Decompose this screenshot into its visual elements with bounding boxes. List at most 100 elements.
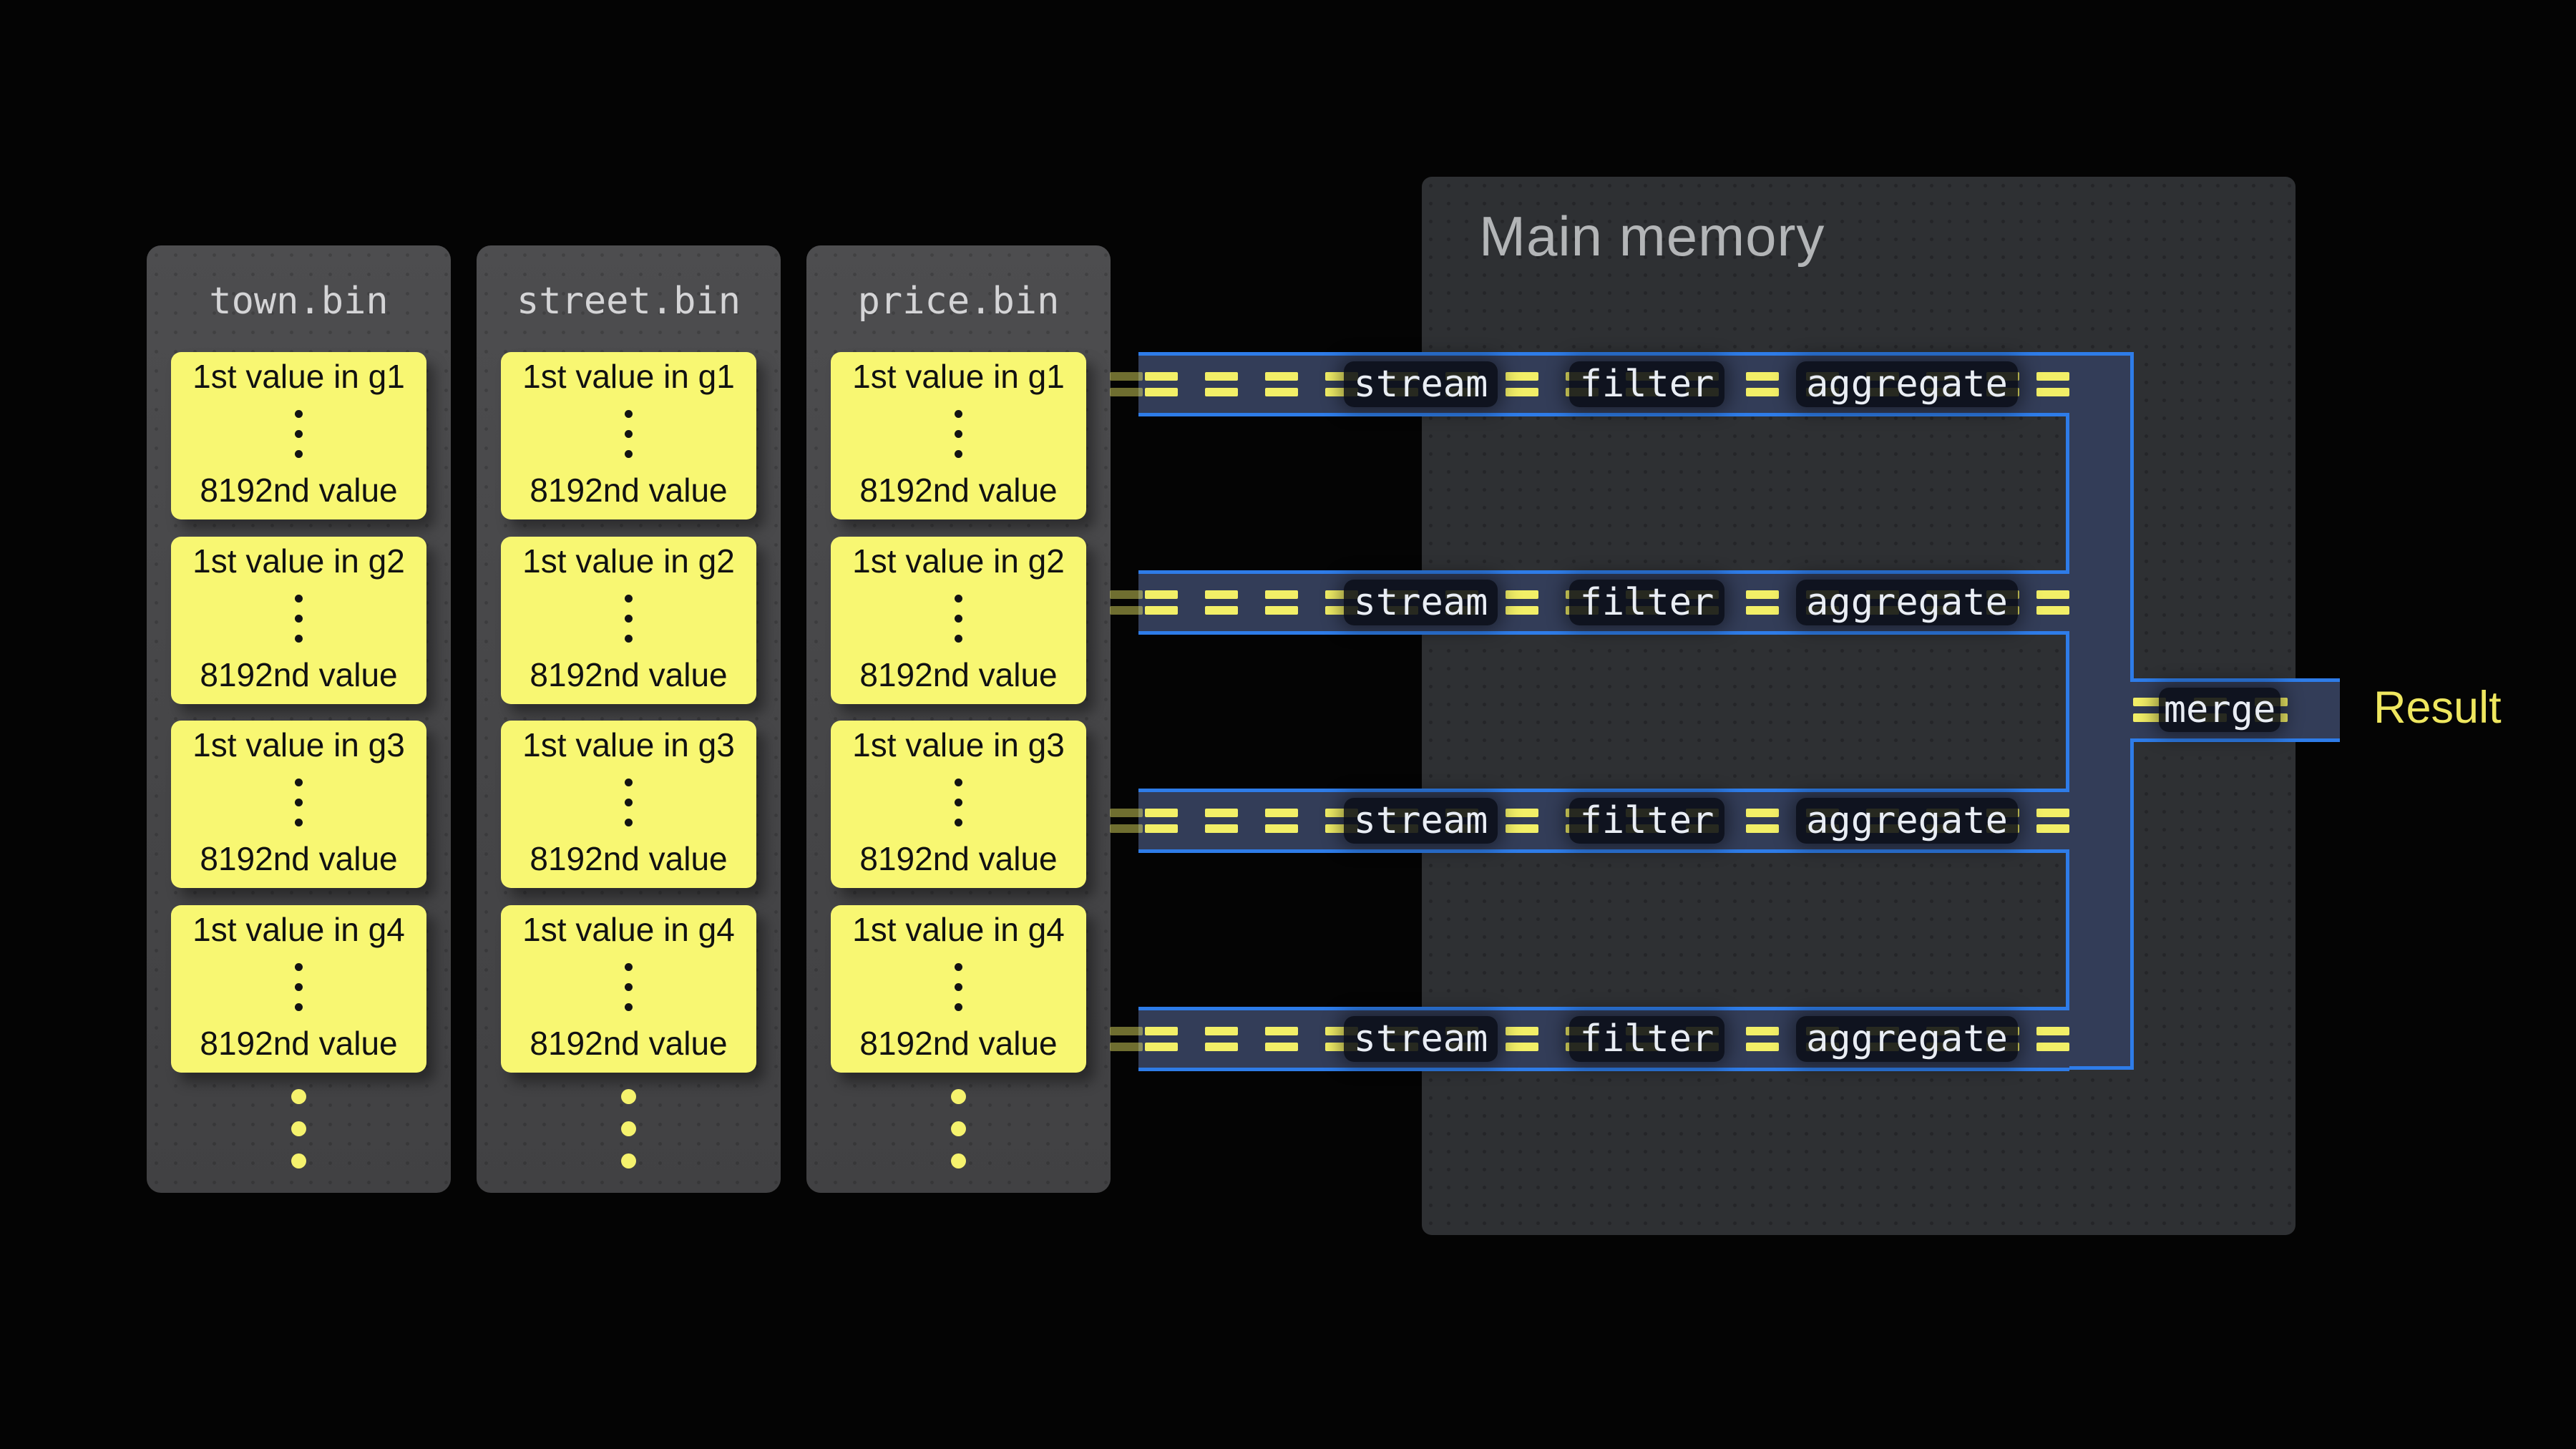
group-first-value: 1st value in g4 xyxy=(852,911,1065,948)
ellipsis-dot-icon xyxy=(295,449,303,458)
ellipsis-dot-icon xyxy=(955,778,962,786)
group-last-value: 8192nd value xyxy=(200,1025,398,1063)
ellipsis-dot-icon xyxy=(625,409,633,418)
equals-mark-icon xyxy=(2133,698,2166,722)
group-last-value: 8192nd value xyxy=(530,840,728,878)
equals-mark-icon xyxy=(1746,809,1779,833)
equals-mark-icon xyxy=(1746,372,1779,396)
ellipsis-dot-icon xyxy=(291,1121,306,1136)
file-card: price.bin 1st value in g1 8192nd value 1… xyxy=(806,245,1111,1193)
ellipsis-dot-icon xyxy=(621,1153,636,1169)
ellipsis-dot-icon xyxy=(955,409,962,418)
group-first-value: 1st value in g4 xyxy=(522,911,735,948)
merge-band: merge xyxy=(2130,678,2340,742)
ellipsis-dot-icon xyxy=(295,798,303,806)
equals-mark-icon xyxy=(1265,372,1298,396)
ellipsis-dot-icon xyxy=(625,594,633,602)
merge-op-box: merge xyxy=(2159,688,2280,732)
ellipsis-dot-icon xyxy=(625,429,633,438)
file-name: price.bin xyxy=(857,280,1060,323)
ellipsis-dot-icon xyxy=(291,1153,306,1169)
trunk-border-segment xyxy=(2066,853,2069,1007)
equals-mark-icon xyxy=(1205,590,1238,615)
group-last-value: 8192nd value xyxy=(859,840,1058,878)
values-ellipsis-icon xyxy=(955,778,962,826)
filter-op-label: filter xyxy=(1579,581,1714,624)
pipeline-stream-band: stream filter aggregate xyxy=(1110,1007,2069,1071)
filter-op-label: filter xyxy=(1579,363,1714,406)
stream-op-box: stream xyxy=(1344,361,1498,407)
values-ellipsis-icon xyxy=(625,409,633,458)
equals-mark-icon xyxy=(1506,372,1538,396)
ellipsis-dot-icon xyxy=(295,634,303,643)
equals-mark-icon xyxy=(1205,1027,1238,1051)
value-group-cell: 1st value in g2 8192nd value xyxy=(831,537,1086,704)
more-groups-ellipsis-icon xyxy=(477,1089,781,1169)
trunk-border-segment xyxy=(2066,416,2069,570)
group-first-value: 1st value in g2 xyxy=(522,542,735,580)
pipeline-stream-band: stream filter aggregate xyxy=(1110,352,2069,416)
values-ellipsis-icon xyxy=(295,409,303,458)
group-first-value: 1st value in g4 xyxy=(192,911,405,948)
ellipsis-dot-icon xyxy=(955,818,962,826)
equals-mark-icon xyxy=(1145,809,1178,833)
group-first-value: 1st value in g2 xyxy=(192,542,405,580)
aggregate-op-label: aggregate xyxy=(1806,363,2008,406)
value-group-cell: 1st value in g2 8192nd value xyxy=(501,537,756,704)
group-last-value: 8192nd value xyxy=(200,472,398,509)
more-groups-ellipsis-icon xyxy=(806,1089,1111,1169)
equals-mark-icon xyxy=(1145,372,1178,396)
group-last-value: 8192nd value xyxy=(859,472,1058,509)
pipeline-trunk xyxy=(2069,352,2134,1070)
aggregate-op-label: aggregate xyxy=(1806,1018,2008,1060)
group-first-value: 1st value in g1 xyxy=(522,358,735,395)
equals-mark-icon xyxy=(2036,1027,2069,1051)
stream-op-label: stream xyxy=(1353,1018,1488,1060)
values-ellipsis-icon xyxy=(955,962,962,1011)
file-card: town.bin 1st value in g1 8192nd value 1s… xyxy=(147,245,451,1193)
group-last-value: 8192nd value xyxy=(859,656,1058,694)
value-group-cell: 1st value in g2 8192nd value xyxy=(171,537,426,704)
stream-op-label: stream xyxy=(1353,581,1488,624)
aggregate-op-box: aggregate xyxy=(1796,361,2018,407)
group-last-value: 8192nd value xyxy=(200,840,398,878)
value-group-cell: 1st value in g3 8192nd value xyxy=(501,721,756,888)
ellipsis-dot-icon xyxy=(951,1121,966,1136)
group-first-value: 1st value in g1 xyxy=(192,358,405,395)
file-name: town.bin xyxy=(209,280,389,323)
values-ellipsis-icon xyxy=(955,409,962,458)
ellipsis-dot-icon xyxy=(951,1153,966,1169)
pipeline-stream-band: stream filter aggregate xyxy=(1110,570,2069,635)
filter-op-box: filter xyxy=(1569,580,1724,625)
file-name: street.bin xyxy=(516,280,741,323)
equals-mark-icon xyxy=(1265,1027,1298,1051)
equals-mark-icon xyxy=(1205,372,1238,396)
pipeline-stream-band: stream filter aggregate xyxy=(1110,789,2069,853)
value-group-cell: 1st value in g4 8192nd value xyxy=(831,905,1086,1073)
values-ellipsis-icon xyxy=(295,962,303,1011)
ellipsis-dot-icon xyxy=(291,1089,306,1104)
value-group-cell: 1st value in g3 8192nd value xyxy=(171,721,426,888)
equals-mark-icon xyxy=(1110,372,1143,396)
group-first-value: 1st value in g3 xyxy=(522,726,735,763)
equals-mark-icon xyxy=(1265,590,1298,615)
values-ellipsis-icon xyxy=(625,778,633,826)
filter-op-box: filter xyxy=(1569,361,1724,407)
value-group-cell: 1st value in g1 8192nd value xyxy=(831,352,1086,519)
ellipsis-dot-icon xyxy=(625,962,633,971)
ellipsis-dot-icon xyxy=(955,594,962,602)
group-last-value: 8192nd value xyxy=(530,472,728,509)
ellipsis-dot-icon xyxy=(295,614,303,623)
group-last-value: 8192nd value xyxy=(859,1025,1058,1063)
group-last-value: 8192nd value xyxy=(530,656,728,694)
equals-mark-icon xyxy=(2036,372,2069,396)
ellipsis-dot-icon xyxy=(625,449,633,458)
file-card: street.bin 1st value in g1 8192nd value … xyxy=(477,245,781,1193)
ellipsis-dot-icon xyxy=(621,1121,636,1136)
ellipsis-dot-icon xyxy=(955,449,962,458)
aggregate-op-box: aggregate xyxy=(1796,798,2018,844)
filter-op-box: filter xyxy=(1569,798,1724,844)
ellipsis-dot-icon xyxy=(295,982,303,991)
stream-op-box: stream xyxy=(1344,1016,1498,1062)
ellipsis-dot-icon xyxy=(625,634,633,643)
